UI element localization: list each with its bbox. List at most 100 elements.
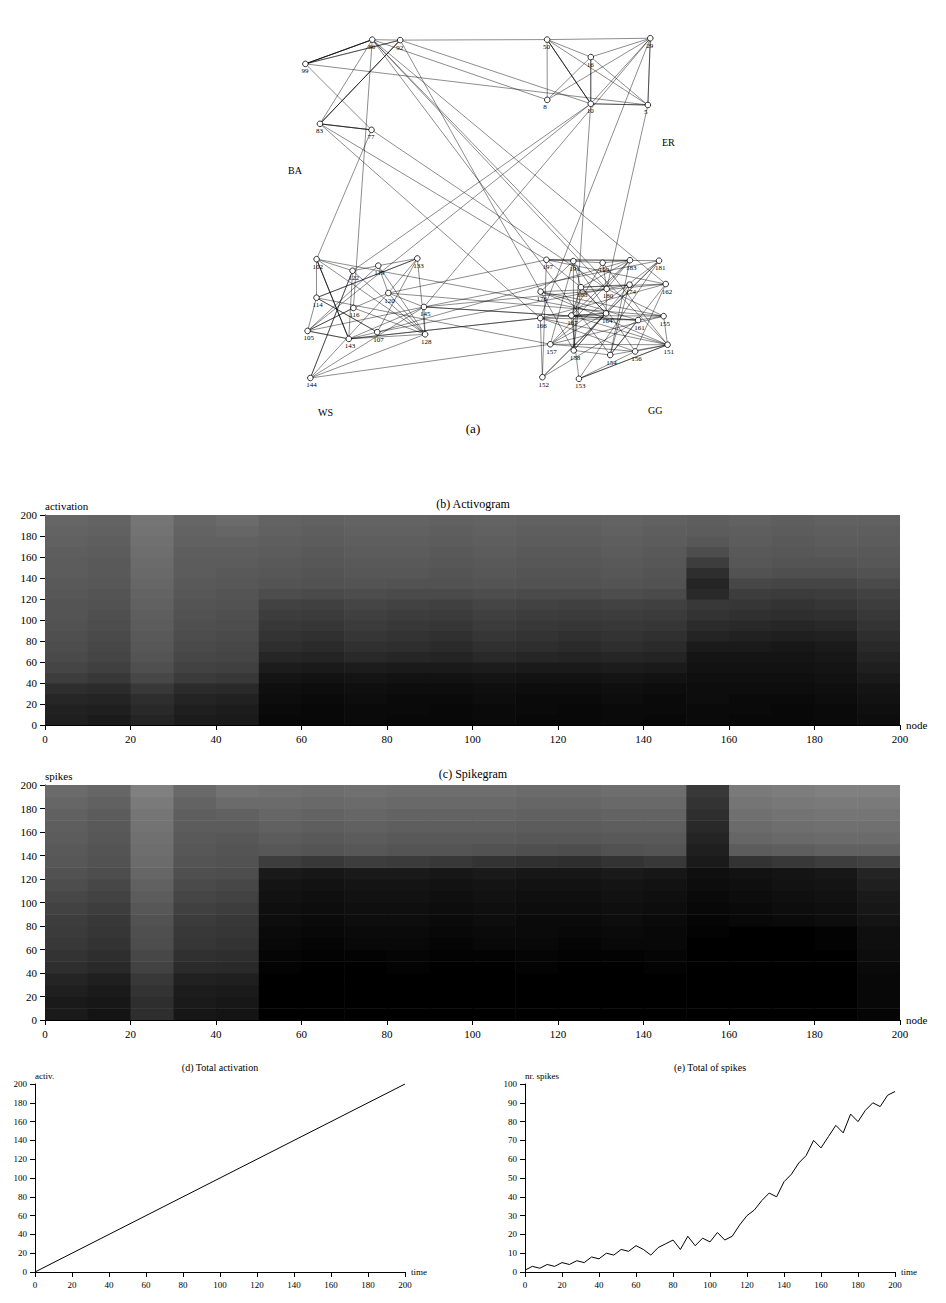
svg-text:activation: activation (45, 500, 89, 512)
svg-text:120: 120 (14, 1154, 28, 1164)
svg-text:WS: WS (318, 407, 333, 418)
svg-text:120: 120 (550, 733, 567, 745)
svg-text:116: 116 (349, 311, 360, 319)
svg-text:80: 80 (26, 920, 38, 932)
svg-text:122: 122 (349, 274, 360, 282)
svg-text:30: 30 (508, 1211, 518, 1221)
svg-text:157: 157 (546, 348, 557, 356)
svg-text:90: 90 (508, 1098, 518, 1108)
svg-text:120: 120 (384, 297, 395, 305)
svg-text:183: 183 (626, 264, 637, 272)
svg-text:80: 80 (669, 1280, 679, 1290)
svg-text:199: 199 (599, 266, 610, 274)
svg-text:180: 180 (21, 530, 38, 542)
svg-text:60: 60 (142, 1280, 152, 1290)
svg-text:133: 133 (413, 262, 424, 270)
svg-text:120: 120 (21, 873, 38, 885)
svg-text:(d) Total activation: (d) Total activation (182, 1062, 258, 1074)
svg-text:node: node (906, 1014, 928, 1026)
svg-text:0: 0 (42, 733, 48, 745)
svg-text:70: 70 (508, 1135, 518, 1145)
svg-text:200: 200 (21, 779, 38, 791)
svg-text:120: 120 (250, 1280, 264, 1290)
svg-text:145: 145 (420, 310, 431, 318)
svg-text:40: 40 (508, 1192, 518, 1202)
svg-text:100: 100 (703, 1280, 717, 1290)
svg-text:180: 180 (603, 292, 614, 300)
svg-text:GG: GG (648, 405, 662, 416)
svg-text:0: 0 (523, 1280, 528, 1290)
svg-text:20: 20 (125, 733, 137, 745)
svg-text:167: 167 (567, 319, 578, 327)
svg-text:180: 180 (14, 1098, 28, 1108)
svg-text:80: 80 (18, 1192, 28, 1202)
svg-text:0: 0 (513, 1267, 518, 1277)
svg-text:197: 197 (542, 263, 553, 271)
svg-text:0: 0 (32, 1014, 38, 1026)
svg-text:(e) Total of spikes: (e) Total of spikes (674, 1062, 746, 1074)
svg-text:80: 80 (382, 733, 394, 745)
svg-text:120: 120 (740, 1280, 754, 1290)
svg-text:152: 152 (538, 381, 549, 389)
svg-text:20: 20 (68, 1280, 78, 1290)
svg-text:0: 0 (42, 1028, 48, 1040)
svg-text:200: 200 (14, 1079, 28, 1089)
svg-text:0: 0 (32, 719, 38, 731)
svg-text:144: 144 (306, 381, 317, 389)
svg-text:40: 40 (211, 733, 223, 745)
svg-text:80: 80 (179, 1280, 189, 1290)
svg-text:140: 140 (21, 572, 38, 584)
svg-text:8: 8 (543, 103, 547, 111)
svg-text:20: 20 (125, 1028, 137, 1040)
svg-text:nr. spikes: nr. spikes (525, 1071, 559, 1081)
svg-text:40: 40 (26, 967, 38, 979)
svg-text:107: 107 (373, 336, 384, 344)
svg-text:200: 200 (892, 733, 909, 745)
svg-text:92: 92 (396, 44, 404, 52)
svg-text:77: 77 (368, 133, 376, 141)
svg-text:200: 200 (892, 1028, 909, 1040)
svg-text:164: 164 (602, 317, 613, 325)
svg-text:80: 80 (382, 1028, 394, 1040)
svg-text:180: 180 (806, 733, 823, 745)
svg-text:ER: ER (662, 137, 675, 148)
svg-text:60: 60 (26, 944, 38, 956)
svg-text:156: 156 (631, 355, 642, 363)
svg-text:40: 40 (595, 1280, 605, 1290)
svg-text:80: 80 (508, 1117, 518, 1127)
svg-text:174: 174 (626, 288, 637, 296)
svg-text:180: 180 (361, 1280, 375, 1290)
svg-text:160: 160 (721, 733, 738, 745)
svg-text:spikes: spikes (45, 770, 73, 782)
svg-text:160: 160 (21, 826, 38, 838)
svg-text:105: 105 (304, 334, 315, 342)
svg-text:153: 153 (575, 382, 586, 390)
svg-text:40: 40 (18, 1229, 28, 1239)
svg-text:5: 5 (644, 108, 648, 116)
svg-text:120: 120 (550, 1028, 567, 1040)
svg-text:100: 100 (213, 1280, 227, 1290)
svg-text:155: 155 (660, 320, 671, 328)
svg-text:0: 0 (23, 1267, 28, 1277)
svg-text:100: 100 (21, 897, 38, 909)
svg-text:140: 140 (14, 1135, 28, 1145)
svg-text:200: 200 (888, 1280, 902, 1290)
svg-text:83: 83 (316, 127, 324, 135)
svg-text:40: 40 (211, 1028, 223, 1040)
svg-text:20: 20 (558, 1280, 568, 1290)
svg-text:188: 188 (577, 291, 588, 299)
svg-text:161: 161 (634, 324, 645, 332)
svg-text:20: 20 (26, 991, 38, 1003)
svg-text:128: 128 (421, 338, 432, 346)
svg-text:114: 114 (312, 301, 323, 309)
svg-text:time: time (411, 1267, 427, 1277)
svg-text:60: 60 (508, 1154, 518, 1164)
svg-text:160: 160 (721, 1028, 738, 1040)
svg-text:99: 99 (301, 67, 309, 75)
svg-text:40: 40 (26, 677, 38, 689)
svg-text:0: 0 (33, 1280, 38, 1290)
svg-text:20: 20 (26, 698, 38, 710)
svg-text:50: 50 (543, 43, 551, 51)
svg-text:154: 154 (606, 359, 617, 367)
svg-text:60: 60 (18, 1211, 28, 1221)
